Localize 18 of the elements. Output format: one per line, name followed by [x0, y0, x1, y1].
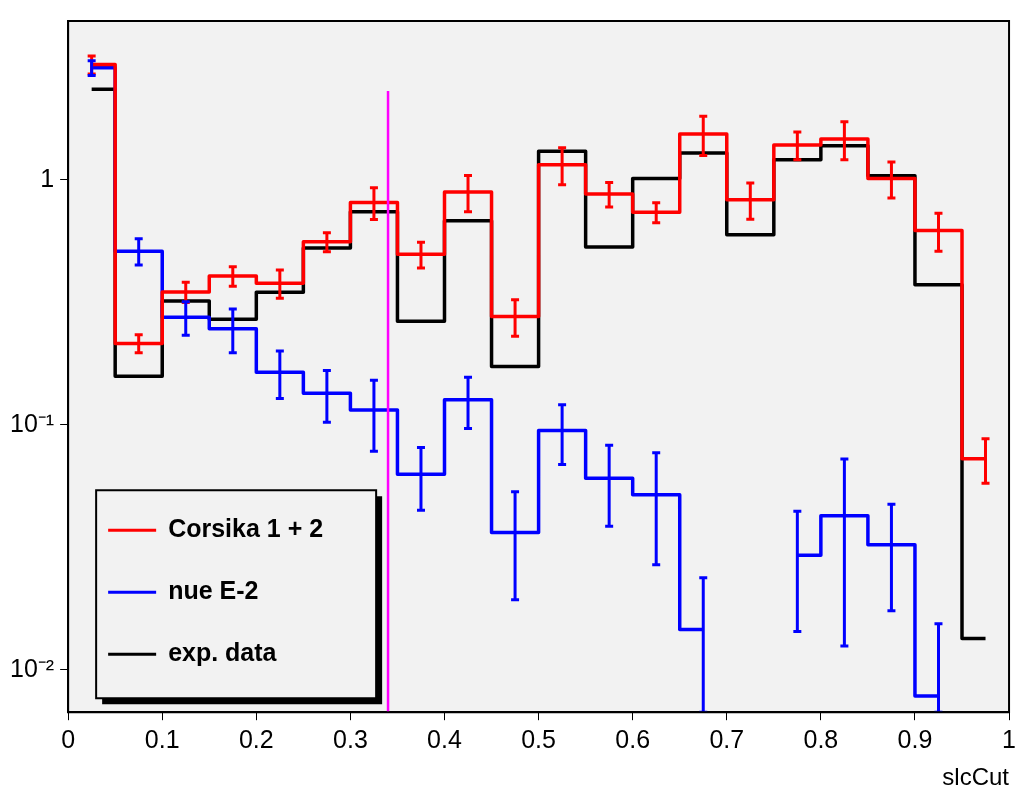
y-tick-label: 1	[40, 163, 55, 192]
x-tick-label: 0.3	[333, 725, 368, 754]
x-tick-label: 0.5	[521, 725, 556, 754]
y-tick-label: 10⁻²	[9, 653, 55, 682]
x-axis-title: slcCut	[942, 763, 1010, 791]
legend-label: Corsika 1 + 2	[168, 514, 324, 543]
legend-label: nue E-2	[168, 576, 259, 605]
x-tick-label: 1	[1002, 725, 1016, 754]
legend-label: exp. data	[168, 638, 278, 667]
x-tick-label: 0.1	[144, 725, 180, 754]
x-tick-label: 0.9	[897, 725, 933, 754]
x-tick-label: 0.7	[709, 725, 745, 754]
x-tick-label: 0.6	[615, 725, 651, 754]
x-tick-label: 0.4	[427, 725, 462, 754]
y-tick-label: 10⁻¹	[9, 408, 55, 437]
x-tick-label: 0.8	[803, 725, 839, 754]
x-tick-label: 0.2	[238, 725, 274, 754]
x-tick-label: 0	[61, 725, 76, 754]
